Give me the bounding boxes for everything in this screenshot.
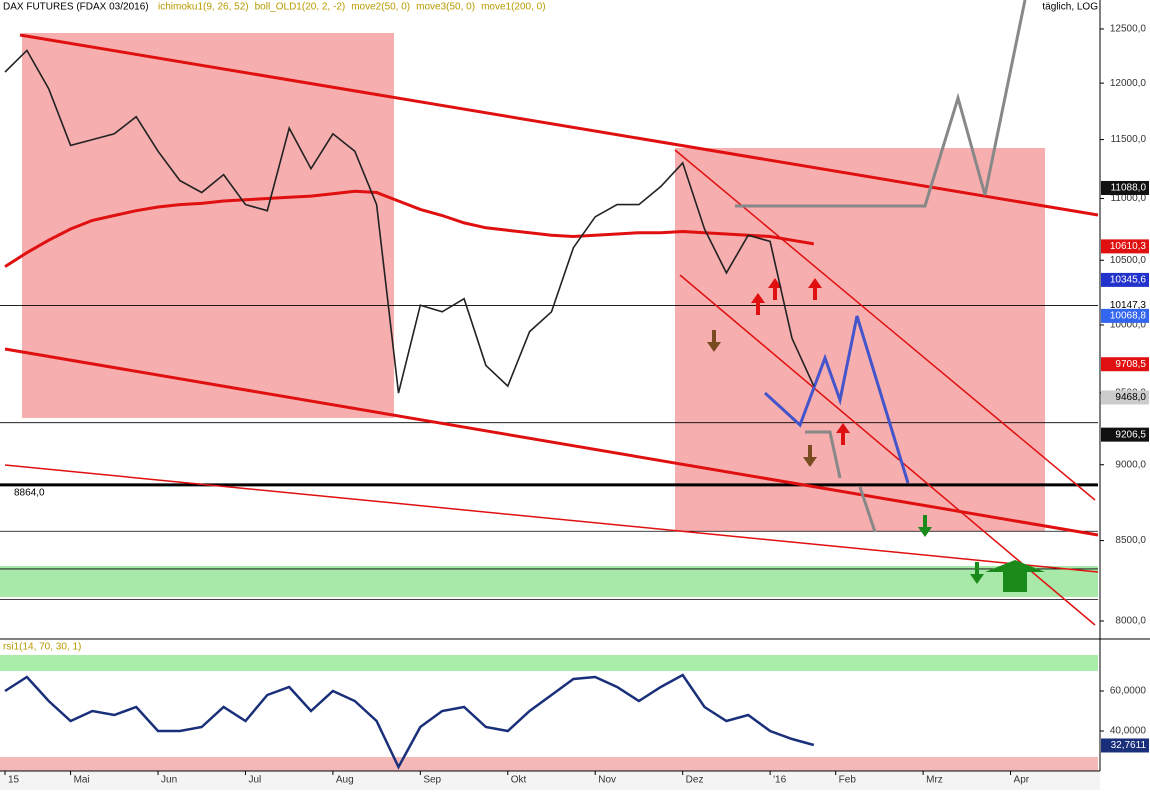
signal-arrow (768, 278, 782, 300)
indicator-label: ichimoku1(9, 26, 52) (158, 2, 249, 13)
signal-arrow (707, 330, 721, 352)
price-tag-label: 11088,0 (1111, 183, 1147, 194)
trend-line (4, 464, 1099, 573)
price-tag-label: 10147,3 (1110, 300, 1147, 311)
indicator-label: boll_OLD1(20, 2, -2) (255, 2, 346, 13)
price-tag-label: 10068,8 (1110, 311, 1147, 322)
projection (858, 486, 877, 533)
level-label: 8864,0 (14, 488, 45, 499)
x-tick-label: 15 (8, 775, 20, 786)
x-tick-label: Mai (74, 775, 90, 786)
shade-box (675, 148, 1045, 531)
projection (805, 430, 842, 479)
rsi-title: rsi1(14, 70, 30, 1) (3, 642, 81, 653)
projection (763, 315, 910, 484)
indicator-label: move3(50, 0) (416, 2, 475, 13)
price-tag (1101, 308, 1149, 323)
signal-arrow (970, 562, 984, 584)
x-tick-label: Sep (423, 775, 441, 786)
signal-arrow (808, 278, 822, 300)
trend-line (4, 347, 1099, 537)
x-tick-label: Jun (161, 775, 177, 786)
chart-title: DAX FUTURES (FDAX 03/2016) (3, 2, 149, 13)
x-tick-label: Mrz (926, 775, 943, 786)
y-tick-label: 8500,0 (1115, 535, 1146, 546)
x-tick-label: Feb (839, 775, 857, 786)
indicator-label: move1(200, 0) (481, 2, 545, 13)
price-tag (1101, 180, 1149, 195)
price-tag (1101, 272, 1149, 287)
rsi-zone (0, 655, 1098, 671)
y-tick-label: 9000,0 (1115, 459, 1146, 470)
x-tick-label: Aug (336, 775, 354, 786)
shade-box (22, 33, 394, 418)
y-tick-label: 11500,0 (1111, 134, 1147, 145)
projection (735, 0, 1027, 208)
price-tag (1101, 738, 1149, 753)
mode-label: täglich, LOG (1042, 2, 1098, 13)
price-tag-label: 9468,0 (1115, 392, 1146, 403)
price-tag (1101, 239, 1149, 254)
price-tag-label: 9708,5 (1115, 359, 1146, 370)
indicator-label: move2(50, 0) (351, 2, 410, 13)
trend-line (674, 149, 1096, 501)
series-line (4, 673, 815, 770)
y-tick-label: 11000,0 (1111, 193, 1147, 204)
signal-arrow (985, 560, 1045, 592)
signal-arrow (918, 515, 932, 537)
price-tag-label: 32,7611 (1111, 740, 1147, 751)
y-tick-label: 40,0000 (1110, 726, 1147, 737)
x-tick-label: Nov (598, 775, 616, 786)
support-zone (0, 566, 1098, 597)
signal-arrow (836, 423, 850, 445)
price-tag-label: 10610,3 (1110, 241, 1147, 252)
price-tag (1101, 427, 1149, 442)
series-line (4, 189, 815, 268)
y-tick-label: 10500,0 (1110, 255, 1147, 266)
y-tick-label: 60,0000 (1110, 686, 1147, 697)
trend-line (19, 33, 1099, 217)
price-tag-label: 10345,6 (1110, 275, 1147, 286)
x-tick-label: Jul (248, 775, 261, 786)
y-tick-label: 8000,0 (1115, 616, 1146, 627)
y-tick-label: 12000,0 (1110, 78, 1147, 89)
price-tag (1101, 390, 1149, 405)
axis-bg (0, 772, 1100, 790)
x-tick-label: Dez (686, 775, 704, 786)
rsi-zone (0, 757, 1098, 771)
price-tag-label: 9206,5 (1115, 429, 1146, 440)
y-tick-label: 12500,0 (1110, 24, 1147, 35)
signal-arrow (803, 445, 817, 467)
signal-arrow (751, 293, 765, 315)
y-tick-label: 10000,0 (1110, 320, 1147, 331)
x-tick-label: Okt (511, 775, 527, 786)
x-tick-label: Apr (1014, 775, 1030, 786)
price-tag (1101, 357, 1149, 372)
x-tick-label: '16 (773, 775, 786, 786)
series-line (4, 49, 815, 394)
